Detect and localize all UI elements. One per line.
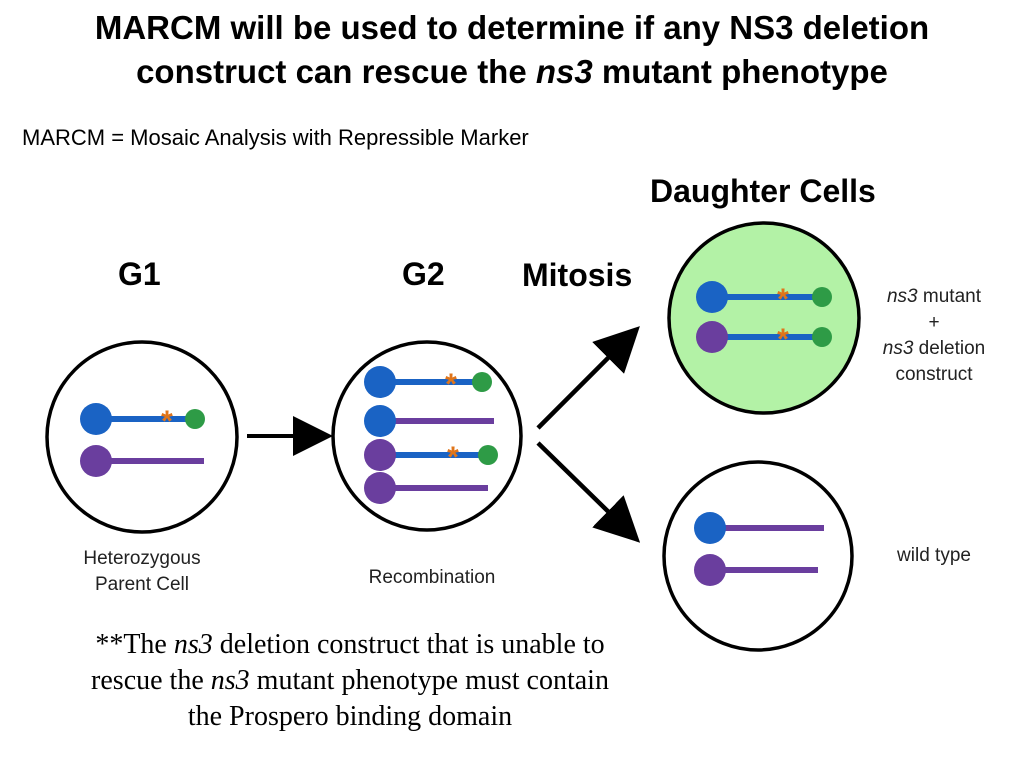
g2-cell-membrane (331, 340, 523, 532)
mutation-star: * (777, 323, 789, 356)
arrow-to-mutant-daughter (536, 326, 640, 430)
g2-chromatid-mutant-1: * (364, 366, 492, 401)
mutant-daughter-cell: * * (667, 221, 861, 415)
title-line-2: construct can rescue the ns3 mutant phen… (136, 53, 888, 90)
g2-cell: * * (331, 340, 523, 532)
heading-g1: G1 (118, 256, 161, 292)
slide-title: MARCM will be used to determine if any N… (0, 6, 1024, 94)
g2-chromatid-wildtype (364, 472, 488, 504)
heading-mitosis: Mitosis (522, 257, 633, 293)
parent-chromosome-wildtype (80, 445, 204, 477)
g2-chromatid-mutant-2: * (364, 439, 498, 474)
mutant-daughter-membrane (667, 221, 861, 415)
wildtype-daughter-label: wild type (897, 545, 971, 566)
title-line-1: MARCM will be used to determine if any N… (94, 9, 930, 46)
heading-g2: G2 (402, 256, 445, 292)
parent-cell: * (45, 340, 239, 534)
mutant-daughter-label: ns3 mutant + ns3 deletion construct (882, 286, 986, 385)
heading-daughter-cells: Daughter Cells (650, 173, 876, 209)
wildtype-daughter-chromosome-2 (694, 554, 818, 586)
wildtype-daughter-chromosome-1 (694, 512, 824, 544)
mutation-star: * (445, 368, 457, 401)
wildtype-daughter-cell (662, 460, 854, 652)
footnote: **The ns3 deletion construct that is una… (91, 629, 609, 732)
recombination-label: Recombination (368, 567, 496, 588)
parent-chromosome-mutant: * (80, 403, 205, 438)
parent-cell-membrane (45, 340, 239, 534)
mutation-star: * (447, 441, 459, 474)
mutant-daughter-chromosome-2: * (696, 321, 832, 356)
parent-cell-label: Heterozygous Parent Cell (83, 548, 201, 595)
mutation-star: * (777, 283, 789, 316)
mutation-star: * (161, 405, 173, 438)
g2-chromatid-recombined (364, 405, 494, 437)
arrow-to-wildtype-daughter (536, 441, 641, 543)
wildtype-daughter-membrane (662, 460, 854, 652)
marcm-definition: MARCM = Mosaic Analysis with Repressible… (22, 125, 529, 150)
mutant-daughter-chromosome-1: * (696, 281, 832, 316)
